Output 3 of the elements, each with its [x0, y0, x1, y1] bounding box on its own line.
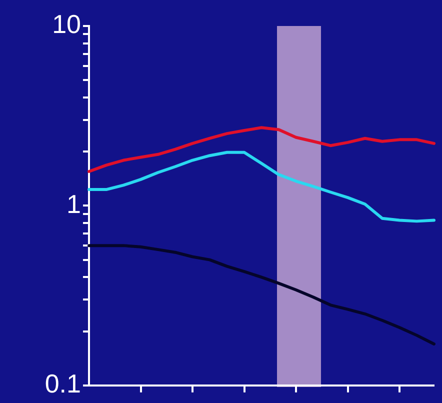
y-tick-label: 0.1	[44, 368, 81, 399]
y-tick-label: 1	[66, 188, 81, 219]
y-tick-label: 10	[52, 9, 81, 40]
